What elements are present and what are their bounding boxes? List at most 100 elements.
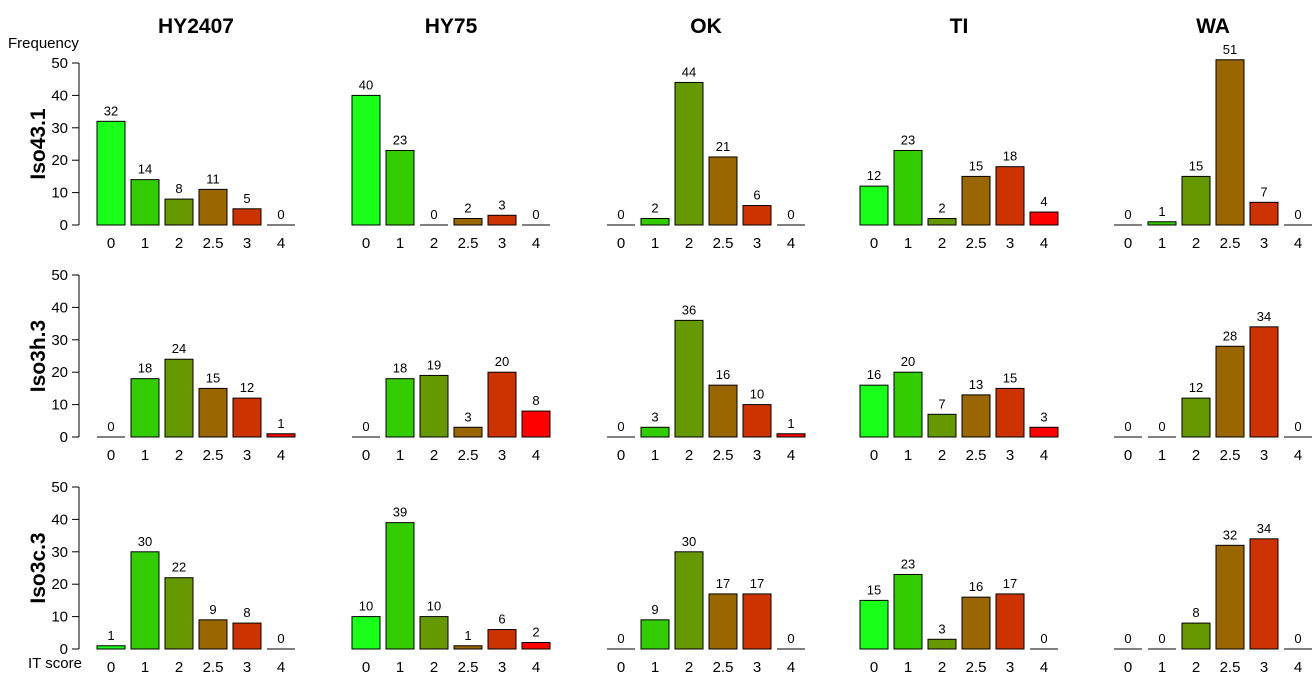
x-tick-label: 0: [870, 235, 878, 252]
data-label: 0: [1294, 631, 1301, 646]
data-label: 39: [393, 505, 407, 520]
data-label: 6: [498, 612, 505, 627]
bar-iso3h-3-ti-2-5: [961, 394, 991, 438]
data-label: 0: [617, 419, 624, 434]
data-label: 23: [901, 556, 915, 571]
bar-iso3h-3-ti-1: [893, 371, 923, 438]
x-tick-label: 4: [1294, 659, 1302, 674]
bar-iso3c-3-hy75-1: [385, 522, 415, 650]
y-tick-label: 40: [51, 299, 68, 316]
data-label: 2: [532, 625, 539, 640]
data-label: 3: [1040, 409, 1047, 424]
data-label: 1: [787, 416, 794, 431]
chart-marks: HY2407 HY75 OK TI WAIso43.1Iso3h.3Iso3c.3010…: [27, 15, 1312, 674]
bar-iso43-1-hy2407-3: [232, 208, 262, 226]
bar-iso3h-3-ok-2: [674, 319, 704, 438]
x-tick-label: 0: [870, 447, 878, 464]
data-label: 0: [277, 631, 284, 646]
x-tick-label: 3: [498, 659, 506, 674]
x-tick-label: 0: [617, 447, 625, 464]
data-label: 34: [1257, 309, 1271, 324]
bar-iso3h-3-ti-0: [859, 384, 889, 438]
data-label: 16: [867, 367, 881, 382]
data-label: 0: [1158, 419, 1165, 434]
bar-iso3c-3-hy75-2: [419, 616, 449, 650]
bar-iso3h-3-hy2407-2: [164, 358, 194, 438]
bar-iso3c-3-hy2407-1: [130, 551, 160, 650]
x-tick-label: 4: [1040, 235, 1048, 252]
y-tick-label: 0: [60, 217, 68, 234]
bar-iso43-1-ti-4: [1029, 211, 1059, 226]
data-label: 20: [901, 354, 915, 369]
x-tick-label: 4: [1294, 235, 1302, 252]
data-label: 20: [495, 354, 509, 369]
bar-iso3h-3-hy75-4: [521, 410, 551, 438]
bar-iso3h-3-hy2407-3: [232, 397, 262, 438]
x-tick-label: 2.5: [1220, 659, 1241, 674]
x-tick-label: 4: [532, 235, 540, 252]
x-tick-label: 4: [532, 447, 540, 464]
x-tick-label: 2.5: [966, 447, 987, 464]
data-label: 0: [430, 207, 437, 222]
data-label: 0: [787, 631, 794, 646]
data-label: 44: [682, 64, 696, 79]
x-tick-label: 3: [498, 447, 506, 464]
bar-iso3c-3-ti-3: [995, 593, 1025, 650]
x-tick-label: 2.5: [1220, 235, 1241, 252]
bar-iso3h-3-hy2407-2-5: [198, 387, 228, 438]
bar-iso43-1-ok-1: [640, 218, 670, 226]
bar-iso3h-3-wa-3: [1249, 326, 1279, 438]
bar-iso43-1-ok-2-5: [708, 156, 738, 226]
x-tick-label: 3: [1260, 235, 1268, 252]
bar-iso3c-3-hy2407-2: [164, 577, 194, 650]
x-tick-label: 1: [396, 235, 404, 252]
data-label: 6: [753, 188, 760, 203]
x-tick-label: 0: [617, 235, 625, 252]
x-tick-label: 1: [396, 659, 404, 674]
x-tick-label: 1: [396, 447, 404, 464]
bar-iso3c-3-ok-1: [640, 619, 670, 650]
x-tick-label: 2.5: [203, 235, 224, 252]
bar-iso3h-3-hy2407-1: [130, 378, 160, 438]
bar-iso3h-3-hy75-3: [487, 371, 517, 438]
y-tick-label: 20: [51, 152, 68, 169]
x-tick-label: 4: [277, 447, 285, 464]
x-tick-label: 3: [753, 235, 761, 252]
bar-iso43-1-hy2407-1: [130, 179, 160, 226]
x-tick-label: 2: [1192, 447, 1200, 464]
data-label: 12: [1189, 380, 1203, 395]
data-label: 23: [901, 132, 915, 147]
bar-iso3h-3-hy75-1: [385, 378, 415, 438]
bar-iso3c-3-ti-2: [927, 638, 957, 650]
data-label: 3: [651, 409, 658, 424]
y-tick-label: 30: [51, 544, 68, 561]
data-label: 1: [107, 628, 114, 643]
data-label: 36: [682, 302, 696, 317]
data-label: 2: [464, 201, 471, 216]
x-tick-label: 1: [904, 447, 912, 464]
y-axis-title: Frequency: [8, 35, 79, 52]
data-label: 15: [1189, 158, 1203, 173]
y-tick-label: 10: [51, 185, 68, 202]
data-label: 23: [393, 132, 407, 147]
data-label: 7: [938, 396, 945, 411]
bar-iso43-1-ti-2-5: [961, 175, 991, 226]
bar-iso3c-3-hy2407-2-5: [198, 619, 228, 650]
y-tick-label: 10: [51, 609, 68, 626]
data-label: 21: [716, 139, 730, 154]
bar-iso43-1-hy75-0: [351, 94, 381, 226]
x-tick-label: 1: [904, 235, 912, 252]
x-tick-label: 0: [107, 447, 115, 464]
bar-iso3c-3-wa-2-5: [1215, 544, 1245, 650]
data-label: 18: [393, 361, 407, 376]
y-tick-label: 0: [60, 429, 68, 446]
x-tick-label: 2.5: [203, 659, 224, 674]
y-tick-label: 40: [51, 87, 68, 104]
data-label: 10: [359, 599, 373, 614]
bar-iso43-1-ti-3: [995, 166, 1025, 226]
x-tick-label: 2: [175, 235, 183, 252]
x-tick-label: 3: [498, 235, 506, 252]
data-label: 4: [1040, 194, 1047, 209]
bar-iso3c-3-ok-2-5: [708, 593, 738, 650]
x-tick-label: 1: [141, 447, 149, 464]
